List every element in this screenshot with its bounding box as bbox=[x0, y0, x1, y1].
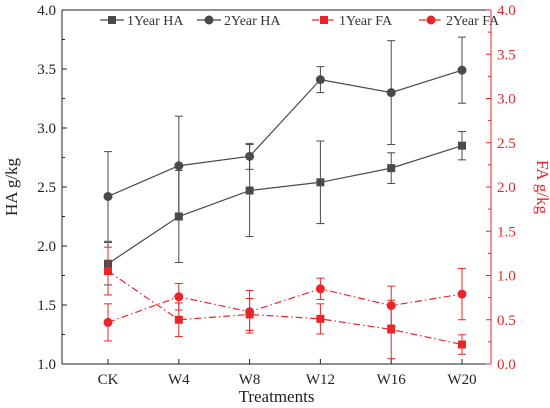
left-y-tick-label: 1.0 bbox=[37, 357, 56, 373]
data-point bbox=[386, 301, 396, 311]
right-y-tick-label: 0.0 bbox=[497, 357, 516, 373]
data-point bbox=[103, 317, 113, 327]
left-y-tick-label: 2.0 bbox=[37, 239, 56, 255]
data-point bbox=[426, 15, 436, 25]
right-y-tick-label: 3.5 bbox=[497, 47, 516, 63]
data-point bbox=[387, 164, 396, 173]
legend-label: 2Year HA bbox=[224, 14, 281, 29]
series-line bbox=[107, 69, 463, 197]
left-y-tick-label: 4.0 bbox=[37, 3, 56, 19]
x-tick-label: W4 bbox=[168, 372, 190, 388]
x-tick-label: W20 bbox=[447, 372, 476, 388]
data-point bbox=[320, 16, 328, 24]
data-point bbox=[245, 307, 255, 317]
axes: 1.0 1.5 2.0 2.5 3.0 3.5 4.0 0.0 0.5 1.0 1.5 2.0 2.5 3… bbox=[37, 3, 516, 388]
left-y-tick-label: 1.5 bbox=[37, 298, 56, 314]
right-y-axis-title: FA g/kg bbox=[533, 160, 550, 215]
data-point bbox=[458, 141, 466, 150]
data-point bbox=[458, 340, 466, 349]
right-y-tick-label: 1.5 bbox=[497, 224, 516, 240]
data-point bbox=[387, 325, 396, 334]
right-y-tick-label: 1.0 bbox=[497, 269, 516, 285]
data-point bbox=[174, 212, 183, 221]
data-point bbox=[386, 88, 396, 98]
data-point bbox=[108, 16, 116, 24]
data-point bbox=[174, 292, 184, 302]
data-point bbox=[457, 65, 467, 75]
legend: 1Year HA 2Year HA 1Year FA 2Year FA bbox=[100, 14, 500, 29]
right-y-tick-label: 2.0 bbox=[497, 180, 516, 196]
x-tick-label: W16 bbox=[377, 372, 407, 388]
series-1year-ha bbox=[104, 131, 466, 286]
left-y-axis-title: HA g/kg bbox=[2, 157, 21, 216]
data-point bbox=[315, 75, 325, 85]
right-y-tick-label: 2.5 bbox=[497, 136, 516, 152]
series-line bbox=[107, 288, 463, 323]
right-y-tick-label: 0.5 bbox=[497, 313, 516, 329]
left-y-tick-label: 3.5 bbox=[37, 62, 56, 78]
x-axis-title: Treatments bbox=[239, 387, 315, 406]
x-tick-label: W12 bbox=[306, 372, 335, 388]
data-point bbox=[316, 314, 325, 323]
series-line bbox=[107, 270, 463, 346]
data-point bbox=[174, 315, 183, 324]
data-point bbox=[245, 151, 255, 161]
left-y-tick-label: 3.0 bbox=[37, 121, 56, 137]
data-point bbox=[103, 191, 113, 201]
series-2year-fa bbox=[103, 267, 467, 342]
data-point bbox=[245, 186, 254, 195]
data-point bbox=[457, 289, 467, 299]
data-point bbox=[315, 284, 325, 294]
right-y-tick-label: 4.0 bbox=[497, 3, 516, 19]
right-y-tick-label: 3.0 bbox=[497, 92, 516, 108]
x-tick-label: CK bbox=[98, 372, 119, 388]
data-point bbox=[104, 267, 112, 276]
series-1year-fa bbox=[104, 246, 466, 360]
data-point bbox=[174, 161, 184, 171]
series-2year-ha bbox=[103, 36, 467, 242]
series-line bbox=[107, 145, 463, 265]
x-tick-label: W8 bbox=[239, 372, 261, 388]
legend-label: 1Year HA bbox=[127, 14, 184, 29]
legend-label: 1Year FA bbox=[339, 14, 393, 29]
plot-area bbox=[103, 36, 467, 360]
left-y-tick-label: 2.5 bbox=[37, 180, 56, 196]
data-point bbox=[204, 15, 214, 25]
data-point bbox=[316, 178, 325, 187]
legend-label: 2Year FA bbox=[446, 14, 500, 29]
